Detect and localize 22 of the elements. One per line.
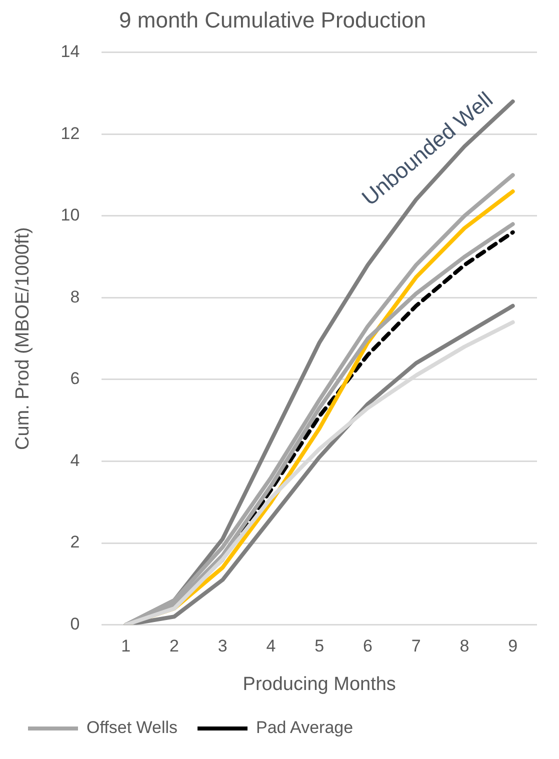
legend-label: Offset Wells bbox=[86, 718, 178, 738]
x-tick-label: 6 bbox=[362, 636, 372, 656]
y-axis-title: Cum. Prod (MBOE/1000ft) bbox=[12, 227, 34, 450]
x-tick-label: 5 bbox=[314, 636, 324, 656]
chart-title: 9 month Cumulative Production bbox=[119, 7, 426, 32]
x-tick-label: 4 bbox=[266, 636, 276, 656]
y-tick-label: 2 bbox=[70, 532, 80, 552]
x-axis-title: Producing Months bbox=[242, 674, 396, 695]
x-tick-label: 7 bbox=[411, 636, 421, 656]
x-tick-label: 9 bbox=[508, 636, 518, 656]
x-tick-label: 1 bbox=[121, 636, 131, 656]
y-tick-label: 0 bbox=[70, 614, 80, 634]
legend-label: Pad Average bbox=[256, 718, 354, 738]
x-tick-label: 8 bbox=[460, 636, 470, 656]
y-tick-label: 10 bbox=[60, 206, 80, 225]
x-tick-label: 2 bbox=[170, 636, 179, 656]
y-tick-label: 6 bbox=[70, 369, 80, 388]
y-tick-label: 12 bbox=[60, 124, 80, 143]
y-tick-label: 14 bbox=[60, 42, 80, 62]
y-tick-label: 8 bbox=[70, 287, 80, 306]
y-tick-label: 4 bbox=[70, 450, 80, 470]
x-tick-label: 3 bbox=[218, 636, 228, 656]
